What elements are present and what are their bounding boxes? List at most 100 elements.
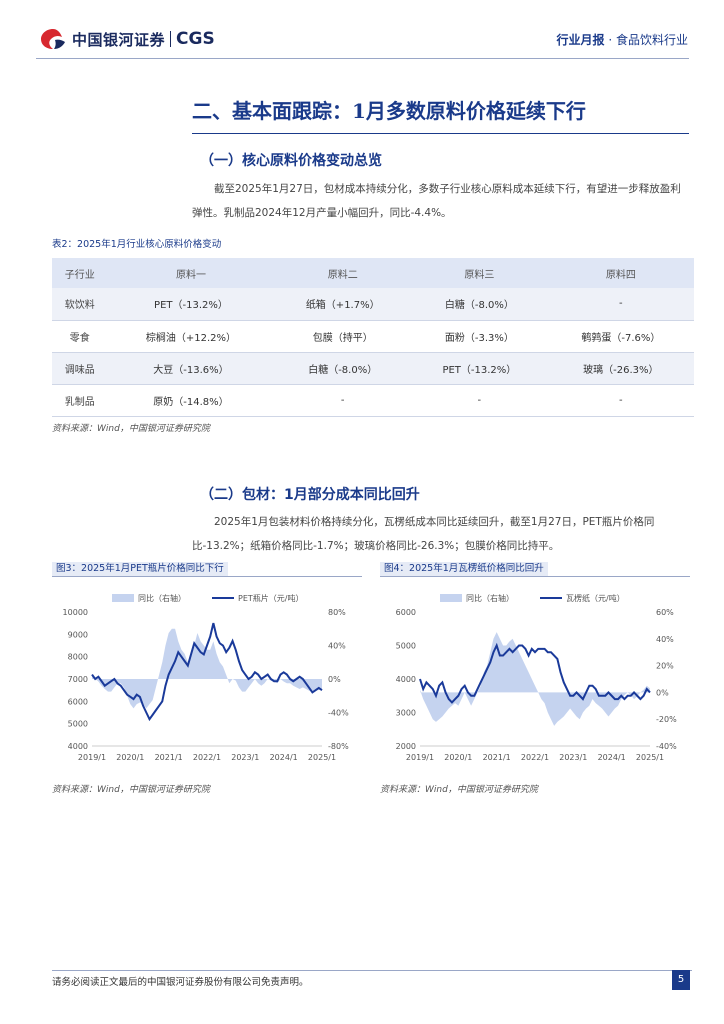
table-cell: 乳制品 <box>52 384 108 417</box>
fig3-source: 资料来源：Wind，中国银河证券研究院 <box>52 785 210 795</box>
table-header-cell: 子行业 <box>52 258 108 288</box>
pet-price-chart: 同比（右轴） PET瓶片（元/吨） 4000 5000 6000 7000 8000 9000… <box>63 593 350 762</box>
table-header-cell: 原料三 <box>411 258 548 288</box>
subsection-title-1: （一）核心原料价格变动总览 <box>200 153 382 169</box>
left-axis-tick-label: 10000 <box>63 608 88 617</box>
x-axis-tick-label: 2022/1 <box>521 753 549 762</box>
table-cell: 面粉（-3.3%） <box>411 320 548 353</box>
table-row: 软饮料 PET（-13.2%） 纸箱（+1.7%） 白糖（-8.0%） - <box>52 288 694 321</box>
legend-label-line: 瓦楞纸（元/吨） <box>566 593 625 603</box>
left-axis-tick-label: 5000 <box>68 720 88 729</box>
chart-legend: 同比（右轴） PET瓶片（元/吨） <box>112 593 303 603</box>
table-header-cell: 原料四 <box>547 258 694 288</box>
table-cell: 白糖（-8.0%） <box>274 352 412 385</box>
x-axis-tick-label: 2020/1 <box>116 753 144 762</box>
left-axis-tick-label: 9000 <box>68 630 88 639</box>
table-cell: - <box>411 384 548 417</box>
x-axis-tick-label: 2025/1 <box>308 753 336 762</box>
section-title-rule <box>192 133 689 134</box>
left-axis-tick-label: 4000 <box>68 742 88 751</box>
x-axis-tick-label: 2022/1 <box>193 753 221 762</box>
table-source: 资料来源：Wind，中国银河证券研究院 <box>52 424 210 434</box>
subsection-title-2: （二）包材：1月部分成本同比回升 <box>200 487 420 503</box>
right-axis-tick-label: -40% <box>656 742 677 751</box>
right-axis-tick-label: 80% <box>328 608 346 617</box>
fig4-caption: 图4：2025年1月瓦楞纸价格同比回升 <box>380 562 548 576</box>
table-header-row: 子行业 原料一 原料二 原料三 原料四 <box>52 258 694 288</box>
table-caption: 表2：2025年1月行业核心原料价格变动 <box>52 239 222 250</box>
right-axis-tick-label: -20% <box>656 715 677 724</box>
table-header-cell: 原料一 <box>107 258 275 288</box>
header-report-type: 行业月报 · 食品饮料行业 <box>557 31 688 48</box>
x-axis-tick-label: 2019/1 <box>406 753 434 762</box>
right-axis-tick-label: 40% <box>328 642 346 651</box>
corrugated-paper-price-chart: 同比（右轴） 瓦楞纸（元/吨） 2000 3000 4000 5000 6000 -40% -2… <box>396 593 677 762</box>
x-axis-tick-label: 2023/1 <box>231 753 259 762</box>
fig4-source: 资料来源：Wind，中国银河证券研究院 <box>380 785 538 795</box>
footer-disclaimer: 请务必阅读正文最后的中国银河证券股份有限公司免责声明。 <box>52 977 309 988</box>
price-line-series <box>91 622 323 722</box>
table-cell: 鹌鹑蛋（-7.6%） <box>547 320 694 353</box>
table-cell: 纸箱（+1.7%） <box>274 288 412 321</box>
cgs-logo-icon <box>41 29 65 49</box>
footer-rule <box>52 970 692 971</box>
x-axis-tick-label: 2023/1 <box>559 753 587 762</box>
right-axis-tick-label: 0% <box>328 675 341 684</box>
x-axis-tick-label: 2019/1 <box>78 753 106 762</box>
page-header: 中国银河证券 CGS 行业月报 · 食品饮料行业 <box>0 0 724 60</box>
right-axis-tick-label: 40% <box>656 635 674 644</box>
right-axis-tick-label: 60% <box>656 608 674 617</box>
yoy-area-series <box>92 628 322 709</box>
left-axis-tick-label: 3000 <box>396 709 416 718</box>
table-cell: - <box>274 384 412 417</box>
x-axis-tick-label: 2024/1 <box>598 753 626 762</box>
logo-text-cn: 中国银河证券 <box>72 30 166 49</box>
table-cell: 零食 <box>52 320 108 353</box>
right-axis-tick-label: 0% <box>656 688 669 697</box>
header-separator: · <box>604 33 616 47</box>
industry-label: 食品饮料行业 <box>615 33 688 47</box>
logo-divider <box>170 31 172 47</box>
legend-label-line: PET瓶片（元/吨） <box>238 593 303 603</box>
table-cell: 包膜（持平） <box>274 320 412 353</box>
table-row: 零食 棕榈油（+12.2%） 包膜（持平） 面粉（-3.3%） 鹌鹑蛋（-7.6… <box>52 320 694 353</box>
table-cell: 玻璃（-26.3%） <box>547 352 694 385</box>
report-type-label: 行业月报 <box>556 33 605 47</box>
chart-legend: 同比（右轴） 瓦楞纸（元/吨） <box>440 593 625 603</box>
x-axis-tick-label: 2025/1 <box>636 753 664 762</box>
subsection-paragraph-1: 截至2025年1月27日，包材成本持续分化，多数子行业核心原料成本延续下行，有望… <box>192 183 681 219</box>
page-number: 5 <box>672 970 690 990</box>
table-cell: 原奶（-14.8%） <box>107 384 275 417</box>
x-axis-tick-label: 2020/1 <box>444 753 472 762</box>
table-cell: - <box>547 288 694 321</box>
table-cell: PET（-13.2%） <box>411 352 548 385</box>
left-axis-tick-label: 4000 <box>396 675 416 684</box>
x-axis-tick-label: 2021/1 <box>155 753 183 762</box>
left-axis-tick-label: 5000 <box>396 642 416 651</box>
subsection-paragraph-2: 2025年1月包装材料价格持续分化，瓦楞纸成本同比延续回升，截至1月27日，PE… <box>192 516 655 552</box>
right-axis-tick-label: -40% <box>328 709 349 718</box>
legend-label-area: 同比（右轴） <box>138 593 186 603</box>
right-axis-tick-label: -80% <box>328 742 349 751</box>
right-axis-tick-label: 20% <box>656 662 674 671</box>
legend-swatch-area <box>440 594 462 602</box>
x-axis-tick-label: 2024/1 <box>270 753 298 762</box>
fig3-caption: 图3：2025年1月PET瓶片价格同比下行 <box>52 562 228 576</box>
left-axis-tick-label: 7000 <box>68 675 88 684</box>
left-axis-tick-label: 6000 <box>396 608 416 617</box>
logo: 中国银河证券 CGS <box>40 28 215 50</box>
table-row: 调味品 大豆（-13.6%） 白糖（-8.0%） PET（-13.2%） 玻璃（… <box>52 352 694 385</box>
table-cell: 大豆（-13.6%） <box>107 352 275 385</box>
left-axis-tick-label: 2000 <box>396 742 416 751</box>
price-line-series <box>419 642 651 704</box>
table-cell: 软饮料 <box>52 288 108 321</box>
section-title: 二、基本面跟踪：1月多数原料价格延续下行 <box>192 99 586 123</box>
x-axis-tick-label: 2021/1 <box>483 753 511 762</box>
table-cell: 白糖（-8.0%） <box>411 288 548 321</box>
fig3-caption-rule <box>52 576 362 577</box>
left-axis-tick-label: 6000 <box>68 697 88 706</box>
left-axis-tick-label: 8000 <box>68 653 88 662</box>
table-header-cell: 原料二 <box>274 258 412 288</box>
legend-label-area: 同比（右轴） <box>466 593 514 603</box>
legend-swatch-area <box>112 594 134 602</box>
